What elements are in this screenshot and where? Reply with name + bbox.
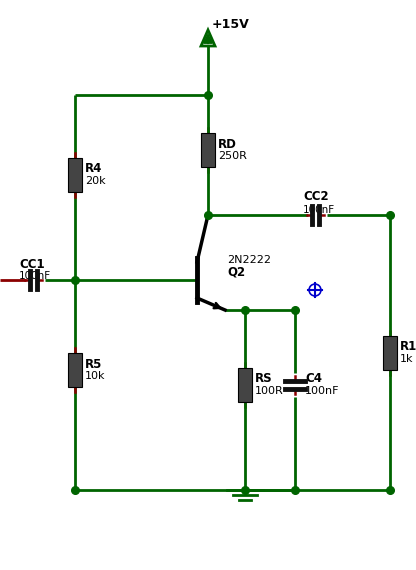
Text: 100nF: 100nF — [305, 386, 339, 396]
Text: C4: C4 — [305, 373, 322, 385]
Text: R1: R1 — [400, 340, 416, 353]
Text: CC2: CC2 — [303, 190, 329, 203]
Text: 100nF: 100nF — [19, 271, 51, 281]
Text: Q2: Q2 — [227, 266, 245, 279]
Bar — [68, 158, 82, 192]
Bar — [238, 368, 252, 402]
Text: CC1: CC1 — [19, 258, 45, 271]
Text: 100nF: 100nF — [303, 205, 335, 215]
Text: +15V: +15V — [212, 18, 250, 31]
Text: 1k: 1k — [400, 353, 414, 364]
Bar — [383, 336, 397, 369]
Text: 10k: 10k — [85, 371, 106, 381]
Bar — [201, 133, 215, 167]
Text: 250R: 250R — [218, 151, 247, 161]
Text: R5: R5 — [85, 357, 102, 370]
Text: 20k: 20k — [85, 176, 106, 186]
Text: RD: RD — [218, 137, 237, 150]
Text: RS: RS — [255, 373, 272, 385]
Text: 100R: 100R — [255, 386, 284, 396]
Text: 2N2222: 2N2222 — [227, 255, 271, 265]
Bar — [68, 353, 82, 387]
Text: R4: R4 — [85, 162, 102, 176]
